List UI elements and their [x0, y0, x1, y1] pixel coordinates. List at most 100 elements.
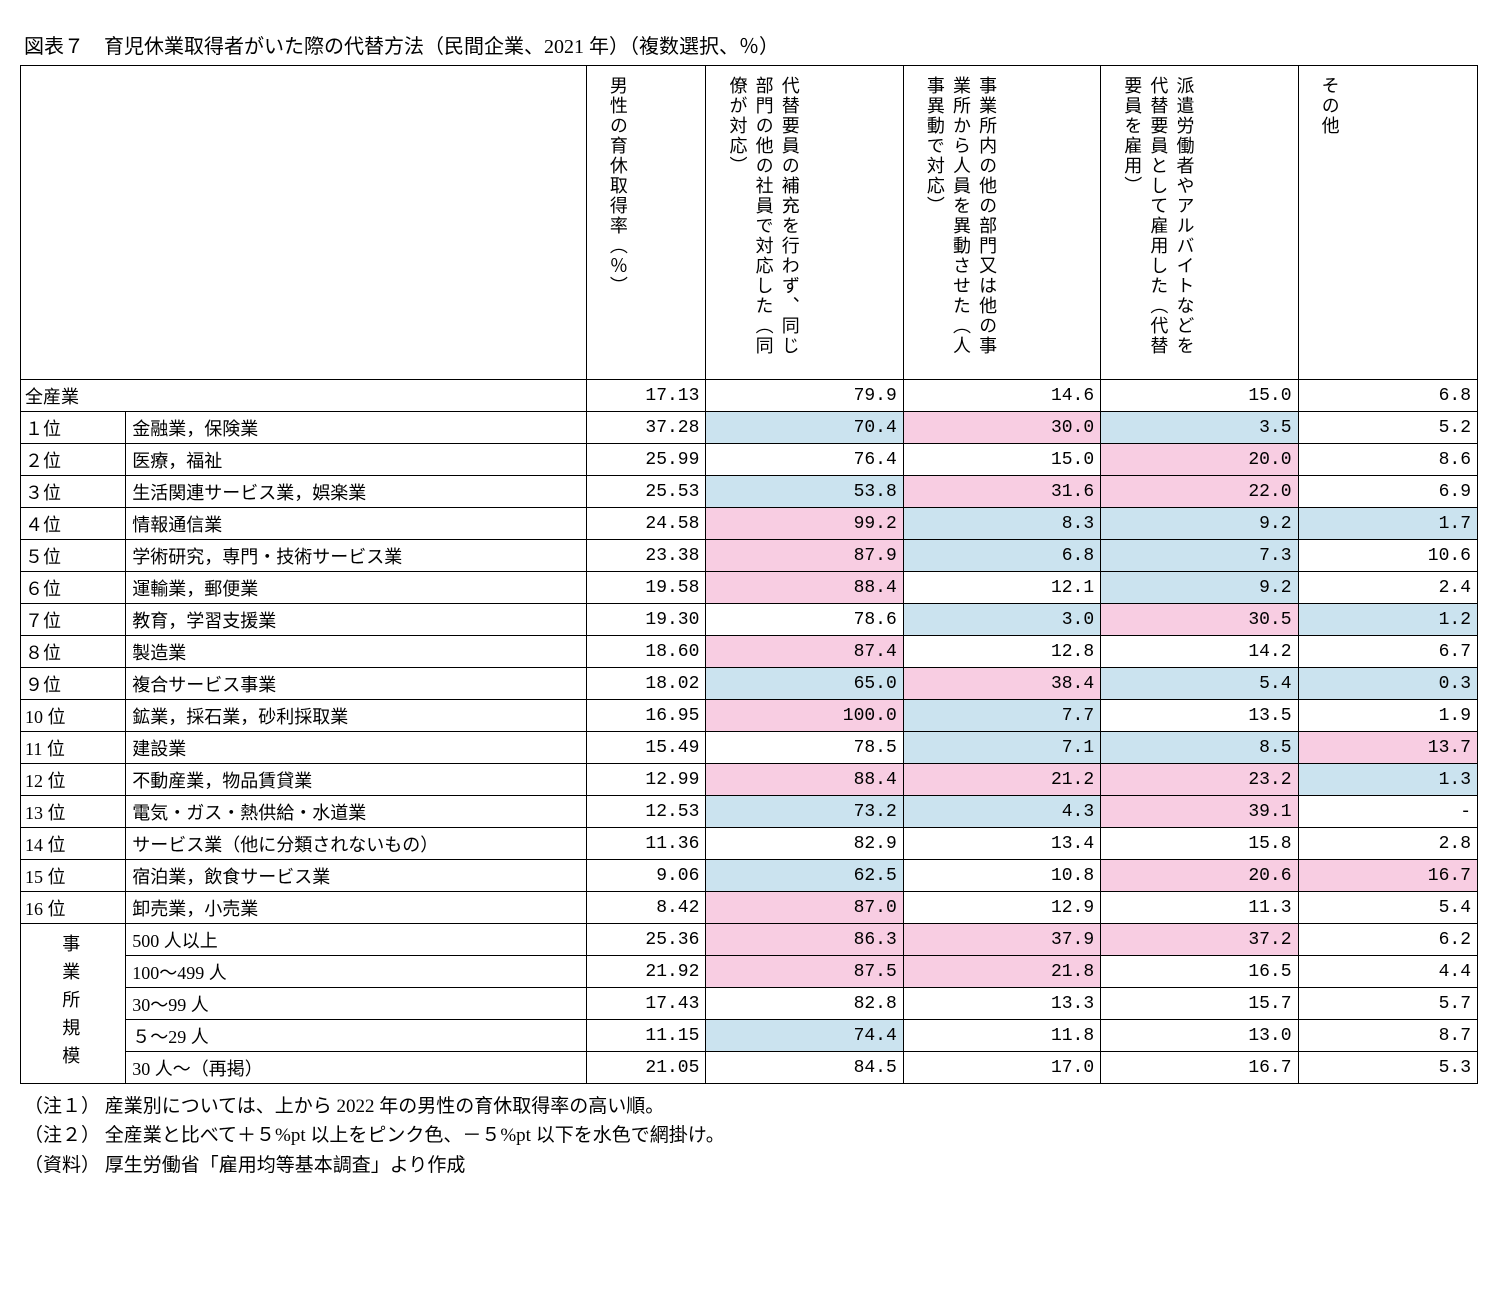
cell: 11 位: [21, 732, 126, 764]
cell: 11.3: [1101, 892, 1298, 924]
cell: 18.60: [586, 636, 706, 668]
cell: 5.2: [1298, 412, 1477, 444]
cell: 30.5: [1101, 604, 1298, 636]
cell: 12.53: [586, 796, 706, 828]
cell: 教育，学習支援業: [126, 604, 587, 636]
cell: 11.8: [903, 1020, 1100, 1052]
cell: 10.8: [903, 860, 1100, 892]
cell: 87.4: [706, 636, 903, 668]
cell: 8.7: [1298, 1020, 1477, 1052]
notes: （注１） 産業別については、上から 2022 年の男性の育休取得率の高い順。 （…: [20, 1092, 1478, 1180]
cell: 20.6: [1101, 860, 1298, 892]
cell: 31.6: [903, 476, 1100, 508]
row-industry: ９位複合サービス事業18.0265.038.45.40.3: [21, 668, 1478, 700]
cell: 87.0: [706, 892, 903, 924]
header-c2: 事業所内の他の部門又は他の事業所から人員を異動させた（人事異動で対応）: [903, 66, 1100, 380]
cell: 4.4: [1298, 956, 1477, 988]
cell: 15 位: [21, 860, 126, 892]
table-title: 図表７ 育児休業取得者がいた際の代替方法（民間企業、2021 年）（複数選択、％…: [20, 30, 1478, 59]
row-industry: 13 位電気・ガス・熱供給・水道業12.5373.24.339.1-: [21, 796, 1478, 828]
row-all: 全産業17.1379.914.615.06.8: [21, 380, 1478, 412]
cell: 13.0: [1101, 1020, 1298, 1052]
row-size: 事業所規模500 人以上25.3686.337.937.26.2: [21, 924, 1478, 956]
cell: 62.5: [706, 860, 903, 892]
cell: 9.06: [586, 860, 706, 892]
cell: 1.2: [1298, 604, 1477, 636]
cell: 13.3: [903, 988, 1100, 1020]
cell: 11.36: [586, 828, 706, 860]
cell: 25.36: [586, 924, 706, 956]
cell: 23.2: [1101, 764, 1298, 796]
cell: 13.7: [1298, 732, 1477, 764]
cell: 19.58: [586, 572, 706, 604]
cell: 17.13: [586, 380, 706, 412]
cell: 電気・ガス・熱供給・水道業: [126, 796, 587, 828]
cell: 16.5: [1101, 956, 1298, 988]
cell: 鉱業，採石業，砂利採取業: [126, 700, 587, 732]
cell: ７位: [21, 604, 126, 636]
cell: 87.9: [706, 540, 903, 572]
row-size: 30～99 人17.4382.813.315.75.7: [21, 988, 1478, 1020]
cell: 13.4: [903, 828, 1100, 860]
data-table: 男性の育休取得率（％） 代替要員の補充を行わず、同じ部門の他の社員で対応した（同…: [20, 65, 1478, 1084]
cell: 6.7: [1298, 636, 1477, 668]
cell: 53.8: [706, 476, 903, 508]
cell: 37.2: [1101, 924, 1298, 956]
cell: 30 人～（再掲）: [126, 1052, 587, 1084]
cell: 2.8: [1298, 828, 1477, 860]
cell: 6.8: [903, 540, 1100, 572]
row-industry: ４位情報通信業24.5899.28.39.21.7: [21, 508, 1478, 540]
cell: 14.2: [1101, 636, 1298, 668]
row-industry: 15 位宿泊業，飲食サービス業9.0662.510.820.616.7: [21, 860, 1478, 892]
cell: 99.2: [706, 508, 903, 540]
header-c4-text: その他: [1305, 68, 1343, 372]
note-1: （注１） 産業別については、上から 2022 年の男性の育休取得率の高い順。: [24, 1092, 1478, 1121]
header-row: 男性の育休取得率（％） 代替要員の補充を行わず、同じ部門の他の社員で対応した（同…: [21, 66, 1478, 380]
header-c1: 代替要員の補充を行わず、同じ部門の他の社員で対応した（同僚が対応）: [706, 66, 903, 380]
cell: 8.42: [586, 892, 706, 924]
header-rate: 男性の育休取得率（％）: [586, 66, 706, 380]
cell: 8.3: [903, 508, 1100, 540]
row-size: ５～29 人11.1574.411.813.08.7: [21, 1020, 1478, 1052]
cell: 19.30: [586, 604, 706, 636]
cell: 7.3: [1101, 540, 1298, 572]
cell: 21.8: [903, 956, 1100, 988]
cell: 14.6: [903, 380, 1100, 412]
cell: 65.0: [706, 668, 903, 700]
cell: 6.9: [1298, 476, 1477, 508]
cell: 情報通信業: [126, 508, 587, 540]
table-body: 全産業17.1379.914.615.06.8１位金融業，保険業37.2870.…: [21, 380, 1478, 1084]
cell: 78.6: [706, 604, 903, 636]
cell: 7.7: [903, 700, 1100, 732]
cell: 82.9: [706, 828, 903, 860]
cell: 74.4: [706, 1020, 903, 1052]
cell: 5.4: [1101, 668, 1298, 700]
cell: 10.6: [1298, 540, 1477, 572]
cell: 37.28: [586, 412, 706, 444]
cell: 78.5: [706, 732, 903, 764]
header-c4: その他: [1298, 66, 1477, 380]
cell: 20.0: [1101, 444, 1298, 476]
cell: 100.0: [706, 700, 903, 732]
cell: 17.0: [903, 1052, 1100, 1084]
cell: 37.9: [903, 924, 1100, 956]
cell: 不動産業，物品賃貸業: [126, 764, 587, 796]
cell: 25.53: [586, 476, 706, 508]
cell: 12.1: [903, 572, 1100, 604]
cell: 1.9: [1298, 700, 1477, 732]
row-industry: 16 位卸売業，小売業8.4287.012.911.35.4: [21, 892, 1478, 924]
cell: ２位: [21, 444, 126, 476]
row-industry: ５位学術研究，専門・技術サービス業23.3887.96.87.310.6: [21, 540, 1478, 572]
cell: 76.4: [706, 444, 903, 476]
cell: 88.4: [706, 764, 903, 796]
cell: ５位: [21, 540, 126, 572]
header-blank: [21, 66, 587, 380]
cell: 生活関連サービス業，娯楽業: [126, 476, 587, 508]
row-industry: 10 位鉱業，採石業，砂利採取業16.95100.07.713.51.9: [21, 700, 1478, 732]
cell: 22.0: [1101, 476, 1298, 508]
cell: 宿泊業，飲食サービス業: [126, 860, 587, 892]
cell: 5.7: [1298, 988, 1477, 1020]
cell: 7.1: [903, 732, 1100, 764]
header-c2-text: 事業所内の他の部門又は他の事業所から人員を異動させた（人事異動で対応）: [910, 68, 1000, 372]
cell: 86.3: [706, 924, 903, 956]
